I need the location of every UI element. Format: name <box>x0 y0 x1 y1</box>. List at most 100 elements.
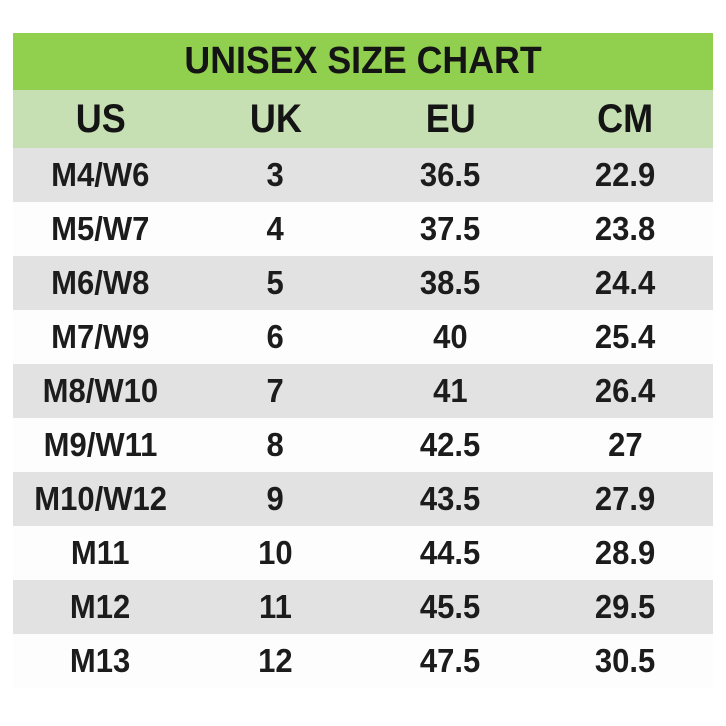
table-cell: M4/W6 <box>13 148 188 202</box>
table-cell: 37.5 <box>363 202 538 256</box>
table-cell: 26.4 <box>538 364 713 418</box>
table-cell: 9 <box>188 472 363 526</box>
table-cell-value: 26.4 <box>595 372 656 409</box>
table-cell: 4 <box>188 202 363 256</box>
table-row: M12 11 45.5 29.5 <box>13 580 713 634</box>
table-cell: 23.8 <box>538 202 713 256</box>
table-cell-value: 28.9 <box>595 534 656 571</box>
table-cell: 6 <box>188 310 363 364</box>
table-cell: M10/W12 <box>13 472 188 526</box>
table-cell: 22.9 <box>538 148 713 202</box>
table-cell-value: 22.9 <box>595 156 656 193</box>
table-cell: 10 <box>188 526 363 580</box>
column-header-us: US <box>13 90 188 148</box>
table-row: M5/W7 4 37.5 23.8 <box>13 202 713 256</box>
table-cell-value: 12 <box>258 642 293 679</box>
table-cell-value: 47.5 <box>420 642 481 679</box>
table-cell-value: 42.5 <box>420 426 481 463</box>
chart-title: UNISEX SIZE CHART <box>184 40 542 82</box>
table-body: M4/W6 3 36.5 22.9 M5/W7 4 37.5 23.8 M6/W8 5 38.5 24… <box>13 148 713 688</box>
table-cell-value: 38.5 <box>420 264 481 301</box>
table-row: M13 12 47.5 30.5 <box>13 634 713 688</box>
table-cell: M8/W10 <box>13 364 188 418</box>
table-cell: M13 <box>13 634 188 688</box>
table-cell-value: M12 <box>70 588 131 625</box>
table-cell: 7 <box>188 364 363 418</box>
column-header-uk: UK <box>188 90 363 148</box>
table-cell: 8 <box>188 418 363 472</box>
table-cell: M6/W8 <box>13 256 188 310</box>
table-cell: 5 <box>188 256 363 310</box>
table-cell: 27.9 <box>538 472 713 526</box>
table-cell: 30.5 <box>538 634 713 688</box>
table-row: M6/W8 5 38.5 24.4 <box>13 256 713 310</box>
table-cell-value: M4/W6 <box>51 156 150 193</box>
column-header-label: EU <box>425 96 476 141</box>
table-cell-value: 27 <box>608 426 643 463</box>
table-cell-value: 5 <box>266 264 285 301</box>
table-cell: M5/W7 <box>13 202 188 256</box>
table-cell-value: 24.4 <box>595 264 656 301</box>
table-cell-value: 8 <box>266 426 285 463</box>
table-cell: 27 <box>538 418 713 472</box>
table-cell: 12 <box>188 634 363 688</box>
table-cell-value: 3 <box>266 156 285 193</box>
table-cell: 36.5 <box>363 148 538 202</box>
table-cell: 44.5 <box>363 526 538 580</box>
table-row: M7/W9 6 40 25.4 <box>13 310 713 364</box>
column-header-eu: EU <box>363 90 538 148</box>
table-cell-value: 44.5 <box>420 534 481 571</box>
table-cell-value: M8/W10 <box>42 372 159 409</box>
table-cell-value: M7/W9 <box>51 318 150 355</box>
table-cell-value: 10 <box>258 534 293 571</box>
table-cell: 43.5 <box>363 472 538 526</box>
table-cell: M7/W9 <box>13 310 188 364</box>
table-cell-value: 23.8 <box>595 210 656 247</box>
table-row: M10/W12 9 43.5 27.9 <box>13 472 713 526</box>
table-cell-value: M6/W8 <box>51 264 150 301</box>
table-cell-value: 41 <box>433 372 468 409</box>
size-chart-table: UNISEX SIZE CHART US UK EU CM M4/W6 3 36.5 22.… <box>13 33 713 688</box>
table-cell-value: M9/W11 <box>43 426 158 463</box>
table-cell-value: 37.5 <box>420 210 481 247</box>
table-cell: 25.4 <box>538 310 713 364</box>
table-cell-value: 29.5 <box>595 588 656 625</box>
table-row: M11 10 44.5 28.9 <box>13 526 713 580</box>
column-header-label: US <box>75 96 126 141</box>
table-cell-value: 7 <box>266 372 285 409</box>
column-header-label: CM <box>597 96 654 141</box>
table-cell: 40 <box>363 310 538 364</box>
table-cell: 45.5 <box>363 580 538 634</box>
table-cell: M11 <box>13 526 188 580</box>
table-cell-value: 30.5 <box>595 642 656 679</box>
column-header-label: UK <box>249 96 302 141</box>
table-row: M9/W11 8 42.5 27 <box>13 418 713 472</box>
table-cell-value: 45.5 <box>420 588 481 625</box>
table-cell: M12 <box>13 580 188 634</box>
table-cell: 41 <box>363 364 538 418</box>
table-cell-value: 25.4 <box>595 318 656 355</box>
table-cell-value: 43.5 <box>420 480 481 517</box>
table-cell: 3 <box>188 148 363 202</box>
table-cell-value: 4 <box>266 210 285 247</box>
table-row: M8/W10 7 41 26.4 <box>13 364 713 418</box>
table-cell-value: M11 <box>71 534 130 571</box>
table-cell-value: 6 <box>266 318 285 355</box>
table-cell: 11 <box>188 580 363 634</box>
table-cell-value: 9 <box>266 480 285 517</box>
table-cell: 29.5 <box>538 580 713 634</box>
table-cell-value: M13 <box>70 642 131 679</box>
table-row: M4/W6 3 36.5 22.9 <box>13 148 713 202</box>
table-cell: M9/W11 <box>13 418 188 472</box>
table-cell-value: 40 <box>433 318 468 355</box>
table-cell: 24.4 <box>538 256 713 310</box>
table-cell: 38.5 <box>363 256 538 310</box>
table-cell: 47.5 <box>363 634 538 688</box>
table-cell-value: 27.9 <box>595 480 656 517</box>
table-cell: 28.9 <box>538 526 713 580</box>
table-cell-value: 11 <box>259 588 292 625</box>
column-header-cm: CM <box>538 90 713 148</box>
table-cell-value: M10/W12 <box>34 480 167 517</box>
table-cell-value: 36.5 <box>420 156 481 193</box>
